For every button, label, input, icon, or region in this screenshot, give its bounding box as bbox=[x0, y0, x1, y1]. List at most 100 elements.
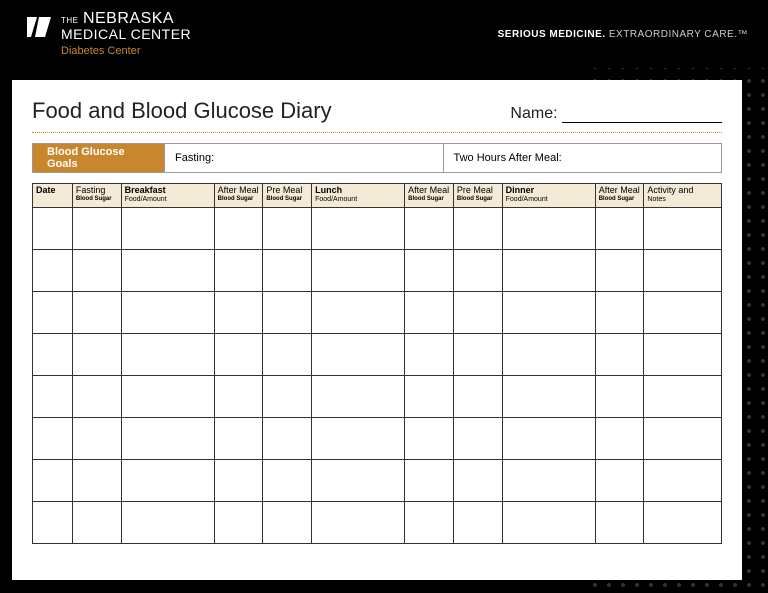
cell-date[interactable] bbox=[33, 460, 73, 502]
cell-lunch[interactable] bbox=[312, 334, 405, 376]
cell-notes[interactable] bbox=[644, 292, 722, 334]
cell-fasting_bs[interactable] bbox=[72, 418, 121, 460]
cell-after_bs_2[interactable] bbox=[405, 292, 454, 334]
cell-fasting_bs[interactable] bbox=[72, 334, 121, 376]
cell-dinner[interactable] bbox=[502, 376, 595, 418]
cell-after_bs_2[interactable] bbox=[405, 376, 454, 418]
cell-dinner[interactable] bbox=[502, 208, 595, 250]
table-header-row: DateFastingBlood SugarBreakfastFood/Amou… bbox=[33, 184, 722, 208]
cell-after_bs_3[interactable] bbox=[595, 292, 644, 334]
cell-after_bs_3[interactable] bbox=[595, 208, 644, 250]
cell-lunch[interactable] bbox=[312, 418, 405, 460]
cell-fasting_bs[interactable] bbox=[72, 502, 121, 544]
cell-after_bs_3[interactable] bbox=[595, 418, 644, 460]
cell-after_bs_2[interactable] bbox=[405, 208, 454, 250]
cell-pre_bs_1[interactable] bbox=[263, 334, 312, 376]
cell-after_bs_2[interactable] bbox=[405, 250, 454, 292]
cell-pre_bs_2[interactable] bbox=[453, 502, 502, 544]
cell-after_bs_1[interactable] bbox=[214, 334, 263, 376]
cell-lunch[interactable] bbox=[312, 250, 405, 292]
logo-icon bbox=[25, 15, 53, 39]
cell-fasting_bs[interactable] bbox=[72, 208, 121, 250]
cell-date[interactable] bbox=[33, 208, 73, 250]
cell-lunch[interactable] bbox=[312, 460, 405, 502]
cell-pre_bs_1[interactable] bbox=[263, 292, 312, 334]
cell-after_bs_2[interactable] bbox=[405, 502, 454, 544]
table-row bbox=[33, 376, 722, 418]
cell-breakfast[interactable] bbox=[121, 292, 214, 334]
cell-dinner[interactable] bbox=[502, 250, 595, 292]
cell-pre_bs_2[interactable] bbox=[453, 418, 502, 460]
cell-dinner[interactable] bbox=[502, 292, 595, 334]
col-header-after_bs_2: After MealBlood Sugar bbox=[405, 184, 454, 208]
cell-date[interactable] bbox=[33, 292, 73, 334]
cell-date[interactable] bbox=[33, 418, 73, 460]
cell-breakfast[interactable] bbox=[121, 460, 214, 502]
cell-pre_bs_2[interactable] bbox=[453, 208, 502, 250]
cell-after_bs_3[interactable] bbox=[595, 376, 644, 418]
cell-breakfast[interactable] bbox=[121, 418, 214, 460]
cell-pre_bs_2[interactable] bbox=[453, 334, 502, 376]
cell-notes[interactable] bbox=[644, 334, 722, 376]
cell-pre_bs_1[interactable] bbox=[263, 376, 312, 418]
cell-fasting_bs[interactable] bbox=[72, 250, 121, 292]
cell-breakfast[interactable] bbox=[121, 376, 214, 418]
goals-after-meal-cell[interactable]: Two Hours After Meal: bbox=[444, 144, 722, 172]
cell-notes[interactable] bbox=[644, 208, 722, 250]
cell-notes[interactable] bbox=[644, 250, 722, 292]
tagline-bold: SERIOUS MEDICINE. bbox=[498, 29, 606, 40]
cell-notes[interactable] bbox=[644, 460, 722, 502]
cell-after_bs_3[interactable] bbox=[595, 334, 644, 376]
cell-breakfast[interactable] bbox=[121, 250, 214, 292]
cell-pre_bs_1[interactable] bbox=[263, 460, 312, 502]
cell-after_bs_3[interactable] bbox=[595, 250, 644, 292]
cell-pre_bs_1[interactable] bbox=[263, 418, 312, 460]
cell-pre_bs_2[interactable] bbox=[453, 376, 502, 418]
cell-pre_bs_1[interactable] bbox=[263, 250, 312, 292]
cell-notes[interactable] bbox=[644, 418, 722, 460]
cell-breakfast[interactable] bbox=[121, 208, 214, 250]
cell-after_bs_1[interactable] bbox=[214, 250, 263, 292]
cell-after_bs_1[interactable] bbox=[214, 208, 263, 250]
cell-breakfast[interactable] bbox=[121, 334, 214, 376]
goals-fasting-label: Fasting: bbox=[175, 152, 214, 164]
cell-date[interactable] bbox=[33, 334, 73, 376]
cell-after_bs_1[interactable] bbox=[214, 502, 263, 544]
table-row bbox=[33, 208, 722, 250]
cell-lunch[interactable] bbox=[312, 208, 405, 250]
cell-dinner[interactable] bbox=[502, 460, 595, 502]
cell-fasting_bs[interactable] bbox=[72, 292, 121, 334]
name-input-line[interactable] bbox=[562, 122, 722, 123]
cell-after_bs_2[interactable] bbox=[405, 334, 454, 376]
cell-fasting_bs[interactable] bbox=[72, 376, 121, 418]
cell-dinner[interactable] bbox=[502, 502, 595, 544]
cell-pre_bs_1[interactable] bbox=[263, 502, 312, 544]
cell-lunch[interactable] bbox=[312, 292, 405, 334]
cell-after_bs_2[interactable] bbox=[405, 418, 454, 460]
cell-dinner[interactable] bbox=[502, 334, 595, 376]
col-header-lunch: LunchFood/Amount bbox=[312, 184, 405, 208]
cell-date[interactable] bbox=[33, 250, 73, 292]
cell-pre_bs_2[interactable] bbox=[453, 460, 502, 502]
cell-date[interactable] bbox=[33, 502, 73, 544]
cell-after_bs_1[interactable] bbox=[214, 376, 263, 418]
cell-pre_bs_2[interactable] bbox=[453, 250, 502, 292]
cell-lunch[interactable] bbox=[312, 502, 405, 544]
cell-after_bs_1[interactable] bbox=[214, 292, 263, 334]
goals-fasting-cell[interactable]: Fasting: bbox=[165, 144, 444, 172]
cell-lunch[interactable] bbox=[312, 376, 405, 418]
logo-line1: NEBRASKA bbox=[83, 10, 174, 27]
cell-after_bs_3[interactable] bbox=[595, 460, 644, 502]
cell-after_bs_1[interactable] bbox=[214, 460, 263, 502]
cell-after_bs_3[interactable] bbox=[595, 502, 644, 544]
cell-notes[interactable] bbox=[644, 502, 722, 544]
cell-pre_bs_1[interactable] bbox=[263, 208, 312, 250]
cell-fasting_bs[interactable] bbox=[72, 460, 121, 502]
cell-notes[interactable] bbox=[644, 376, 722, 418]
cell-breakfast[interactable] bbox=[121, 502, 214, 544]
cell-pre_bs_2[interactable] bbox=[453, 292, 502, 334]
cell-date[interactable] bbox=[33, 376, 73, 418]
cell-after_bs_2[interactable] bbox=[405, 460, 454, 502]
cell-after_bs_1[interactable] bbox=[214, 418, 263, 460]
cell-dinner[interactable] bbox=[502, 418, 595, 460]
